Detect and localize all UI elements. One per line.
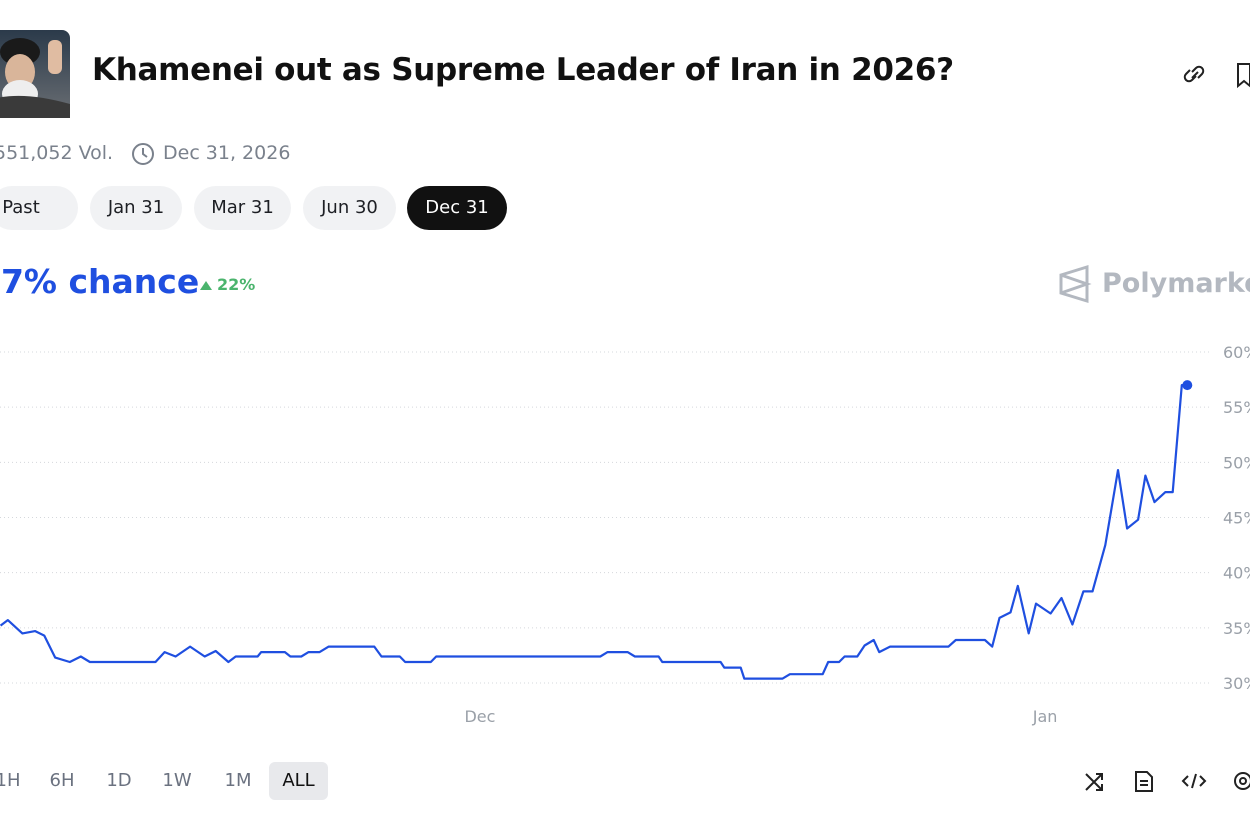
avatar xyxy=(0,30,70,118)
date-tab[interactable]: Dec 31 xyxy=(407,186,507,230)
y-tick-label: 50% xyxy=(1223,453,1250,472)
end-date: Dec 31, 2026 xyxy=(163,142,291,164)
change: 22% xyxy=(217,275,256,294)
brand-logo xyxy=(1059,264,1092,304)
range-tab[interactable]: 1D xyxy=(106,770,132,791)
range-tab[interactable]: 1M xyxy=(224,770,252,791)
brand: Polymarket xyxy=(1102,268,1250,299)
y-tick-label: 55% xyxy=(1223,398,1250,417)
y-tick-label: 35% xyxy=(1223,619,1250,638)
y-tick-label: 60% xyxy=(1223,343,1250,362)
x-tick-label: Jan xyxy=(1032,707,1058,726)
clock-icon xyxy=(132,143,154,165)
date-tab[interactable]: Jun 30 xyxy=(303,186,396,230)
y-tick-label: 45% xyxy=(1223,509,1250,528)
date-tab[interactable]: Jan 31 xyxy=(90,186,182,230)
date-tab[interactable]: Mar 31 xyxy=(194,186,291,230)
chance: 57% chance xyxy=(0,262,200,301)
y-tick-label: 40% xyxy=(1223,564,1250,583)
y-tick-label: 30% xyxy=(1223,674,1250,693)
range-tab[interactable]: 1W xyxy=(162,770,192,791)
title: Khamenei out as Supreme Leader of Iran i… xyxy=(92,52,954,88)
up-triangle xyxy=(200,281,212,290)
range-tab[interactable]: 1H xyxy=(0,770,21,791)
line xyxy=(0,384,1188,680)
range-tab[interactable]: ALL xyxy=(269,762,328,800)
date-tab[interactable]: Past xyxy=(0,186,78,230)
x-tick-label: Dec xyxy=(464,707,495,726)
end-dot xyxy=(1182,380,1193,391)
volume: 551,052 Vol. xyxy=(0,142,114,164)
chart: 30% 35% 40% 45% 50% 55% 60% Dec Jan xyxy=(0,343,1250,726)
range-tab[interactable]: 6H xyxy=(49,770,75,791)
link-icon[interactable] xyxy=(1183,65,1205,83)
bookmark-icon[interactable] xyxy=(1237,63,1250,89)
toolbar-icons[interactable] xyxy=(1085,771,1250,792)
